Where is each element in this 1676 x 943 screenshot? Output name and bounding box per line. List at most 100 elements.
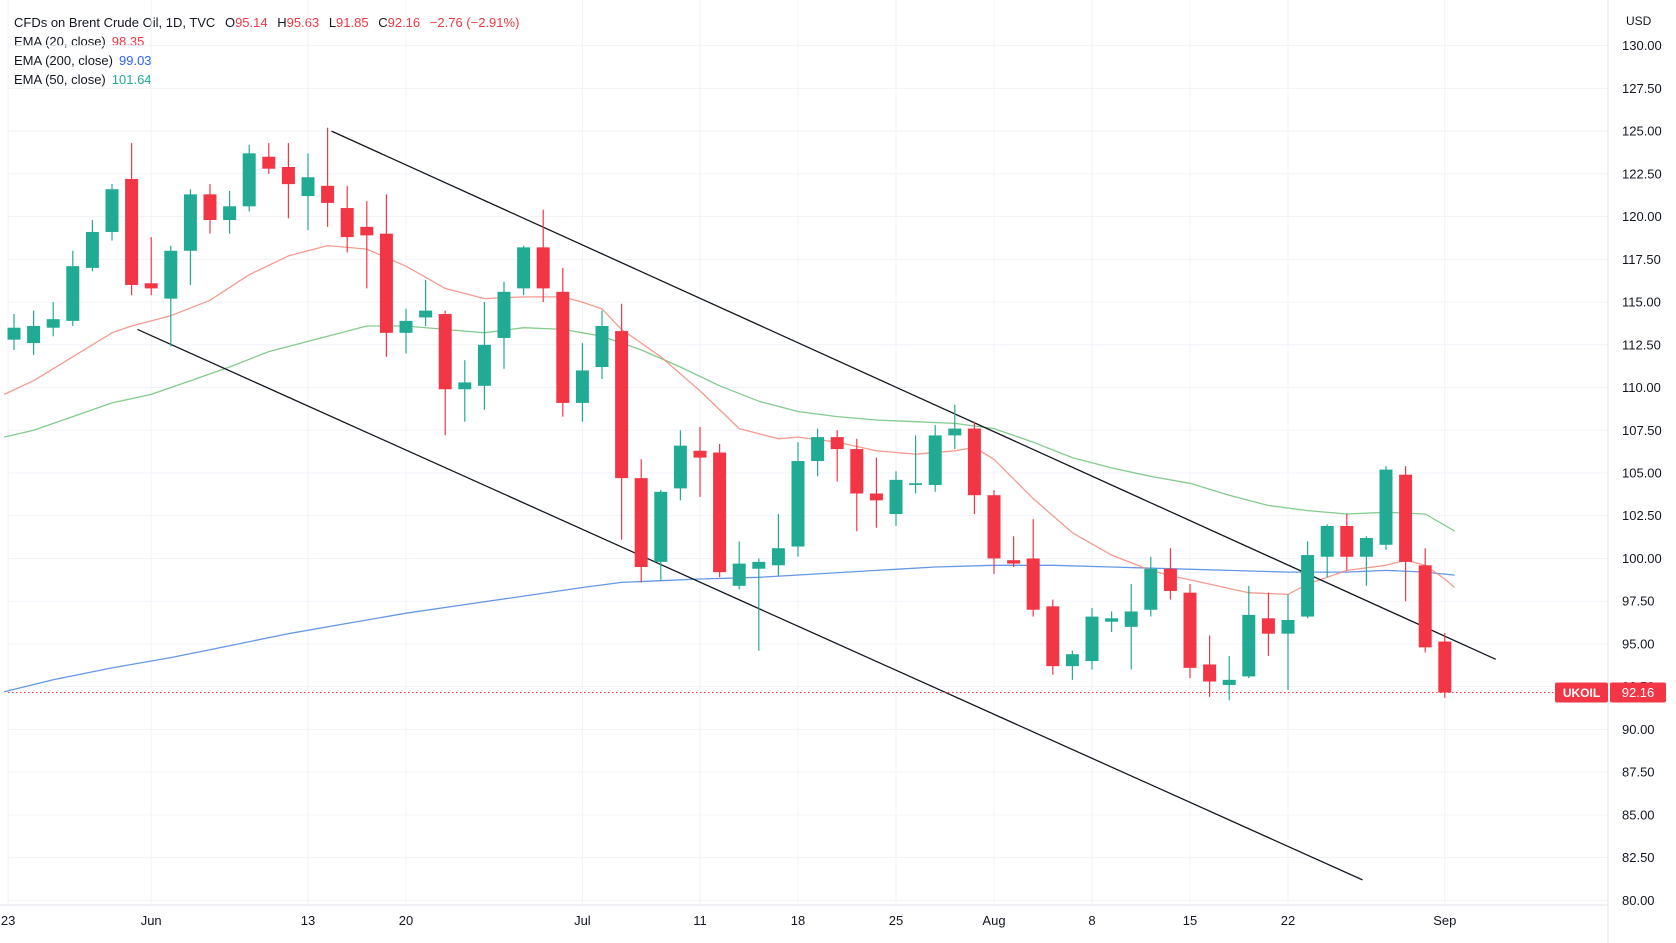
time-tick-label: 23: [1, 913, 15, 928]
candle[interactable]: [85, 220, 99, 272]
trendline-layer[interactable]: [137, 130, 1497, 881]
candle[interactable]: [1281, 594, 1295, 691]
candle[interactable]: [1183, 584, 1197, 679]
candle[interactable]: [438, 310, 452, 436]
candle[interactable]: [203, 184, 217, 234]
candle-body: [615, 331, 629, 479]
candle-body: [1340, 525, 1354, 557]
trendline-upper[interactable]: [331, 130, 1497, 660]
candle[interactable]: [1418, 548, 1432, 653]
candle[interactable]: [125, 143, 139, 296]
candle[interactable]: [46, 302, 60, 337]
candles-layer[interactable]: [7, 127, 1452, 701]
indicator-ema200[interactable]: EMA (200, close) 99.03: [14, 53, 152, 68]
candle[interactable]: [1399, 466, 1413, 602]
candle[interactable]: [869, 457, 883, 528]
indicator-ema50[interactable]: EMA (50, close) 101.64: [14, 72, 152, 87]
candle[interactable]: [144, 237, 158, 296]
candle[interactable]: [615, 303, 629, 540]
candle[interactable]: [1203, 635, 1217, 697]
candle[interactable]: [928, 425, 942, 492]
candle[interactable]: [1222, 655, 1236, 701]
candle[interactable]: [987, 490, 1001, 574]
candle[interactable]: [850, 438, 864, 532]
candle-body: [909, 483, 923, 485]
candle-body: [46, 319, 60, 328]
candle[interactable]: [477, 302, 491, 410]
candle[interactable]: [693, 426, 707, 497]
candle[interactable]: [379, 194, 393, 357]
candle[interactable]: [1007, 536, 1021, 568]
symbol-price-tag[interactable]: UKOIL 92.16: [1555, 682, 1666, 703]
candle[interactable]: [321, 127, 335, 227]
candle[interactable]: [419, 279, 433, 326]
candle[interactable]: [1163, 548, 1177, 600]
price-tick-label: 102.50: [1622, 508, 1662, 523]
candle[interactable]: [1105, 611, 1119, 632]
time-tick-label: 25: [889, 913, 903, 928]
candle[interactable]: [223, 190, 237, 234]
candle[interactable]: [713, 443, 727, 578]
candle[interactable]: [497, 281, 511, 369]
candle[interactable]: [909, 435, 923, 494]
candle[interactable]: [1065, 650, 1079, 680]
candle[interactable]: [281, 143, 295, 219]
candle[interactable]: [1320, 524, 1334, 578]
candle[interactable]: [66, 250, 80, 326]
candle[interactable]: [1379, 466, 1393, 550]
candle[interactable]: [262, 143, 276, 174]
candle[interactable]: [771, 514, 785, 576]
candle[interactable]: [1124, 584, 1138, 670]
candle[interactable]: [811, 428, 825, 477]
candle-body: [438, 314, 452, 390]
symbol-title[interactable]: CFDs on Brent Crude Oil, 1D, TVC: [14, 15, 216, 30]
candle[interactable]: [1340, 514, 1354, 571]
candle[interactable]: [301, 153, 315, 231]
price-tick-label: 85.00: [1622, 807, 1655, 822]
candle[interactable]: [1026, 519, 1040, 617]
candle[interactable]: [673, 430, 687, 501]
candle-body: [948, 428, 962, 436]
candle[interactable]: [399, 308, 413, 354]
candle[interactable]: [340, 185, 354, 253]
candle-body: [1026, 558, 1040, 610]
candle[interactable]: [1438, 633, 1452, 698]
candle[interactable]: [27, 310, 41, 356]
candle[interactable]: [164, 245, 178, 347]
candle[interactable]: [1301, 541, 1315, 619]
candle[interactable]: [654, 490, 668, 581]
candle[interactable]: [967, 421, 981, 515]
candle[interactable]: [1085, 608, 1099, 670]
candle[interactable]: [517, 245, 531, 296]
candle[interactable]: [595, 310, 609, 379]
time-tick-label: 11: [693, 913, 707, 928]
candle-body: [595, 325, 609, 368]
candle[interactable]: [752, 558, 766, 651]
candle[interactable]: [7, 314, 21, 350]
candle[interactable]: [948, 404, 962, 450]
price-tick-label: 112.50: [1622, 337, 1661, 352]
candle[interactable]: [105, 184, 119, 241]
candle[interactable]: [575, 343, 589, 422]
candle[interactable]: [830, 430, 844, 482]
candle[interactable]: [791, 442, 805, 557]
candle[interactable]: [536, 209, 550, 303]
candle[interactable]: [556, 267, 570, 417]
price-tick-label: 125.00: [1622, 124, 1662, 139]
candle[interactable]: [1046, 599, 1060, 675]
candle[interactable]: [634, 459, 648, 583]
candle[interactable]: [1144, 556, 1158, 617]
candle[interactable]: [1242, 585, 1256, 679]
candle-body: [791, 461, 805, 547]
trendline-lower[interactable]: [137, 328, 1363, 881]
candle[interactable]: [1359, 536, 1373, 586]
candle-body: [575, 370, 589, 403]
candle[interactable]: [458, 360, 472, 422]
candle[interactable]: [360, 201, 374, 289]
candle[interactable]: [889, 471, 903, 526]
candle[interactable]: [732, 541, 746, 590]
candle[interactable]: [183, 189, 197, 285]
candle[interactable]: [1261, 592, 1275, 656]
candle[interactable]: [242, 144, 256, 212]
